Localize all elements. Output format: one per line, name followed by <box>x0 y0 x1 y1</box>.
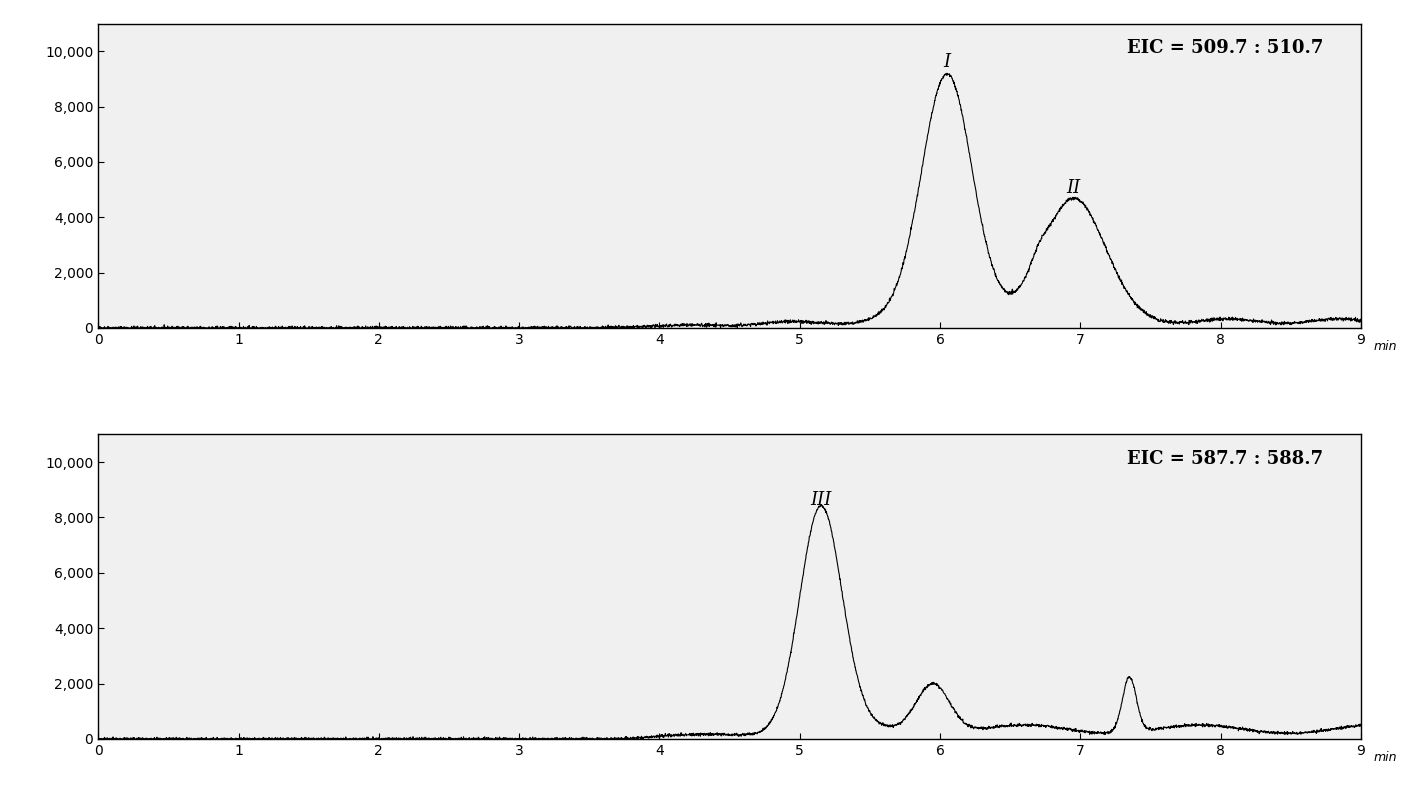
Text: II: II <box>1066 178 1080 196</box>
Text: min: min <box>1374 340 1397 353</box>
Text: EIC = 587.7 : 588.7: EIC = 587.7 : 588.7 <box>1127 450 1323 468</box>
Text: EIC = 509.7 : 510.7: EIC = 509.7 : 510.7 <box>1127 39 1323 57</box>
Text: I: I <box>943 53 951 71</box>
Text: min: min <box>1374 751 1397 764</box>
Text: III: III <box>810 491 832 509</box>
